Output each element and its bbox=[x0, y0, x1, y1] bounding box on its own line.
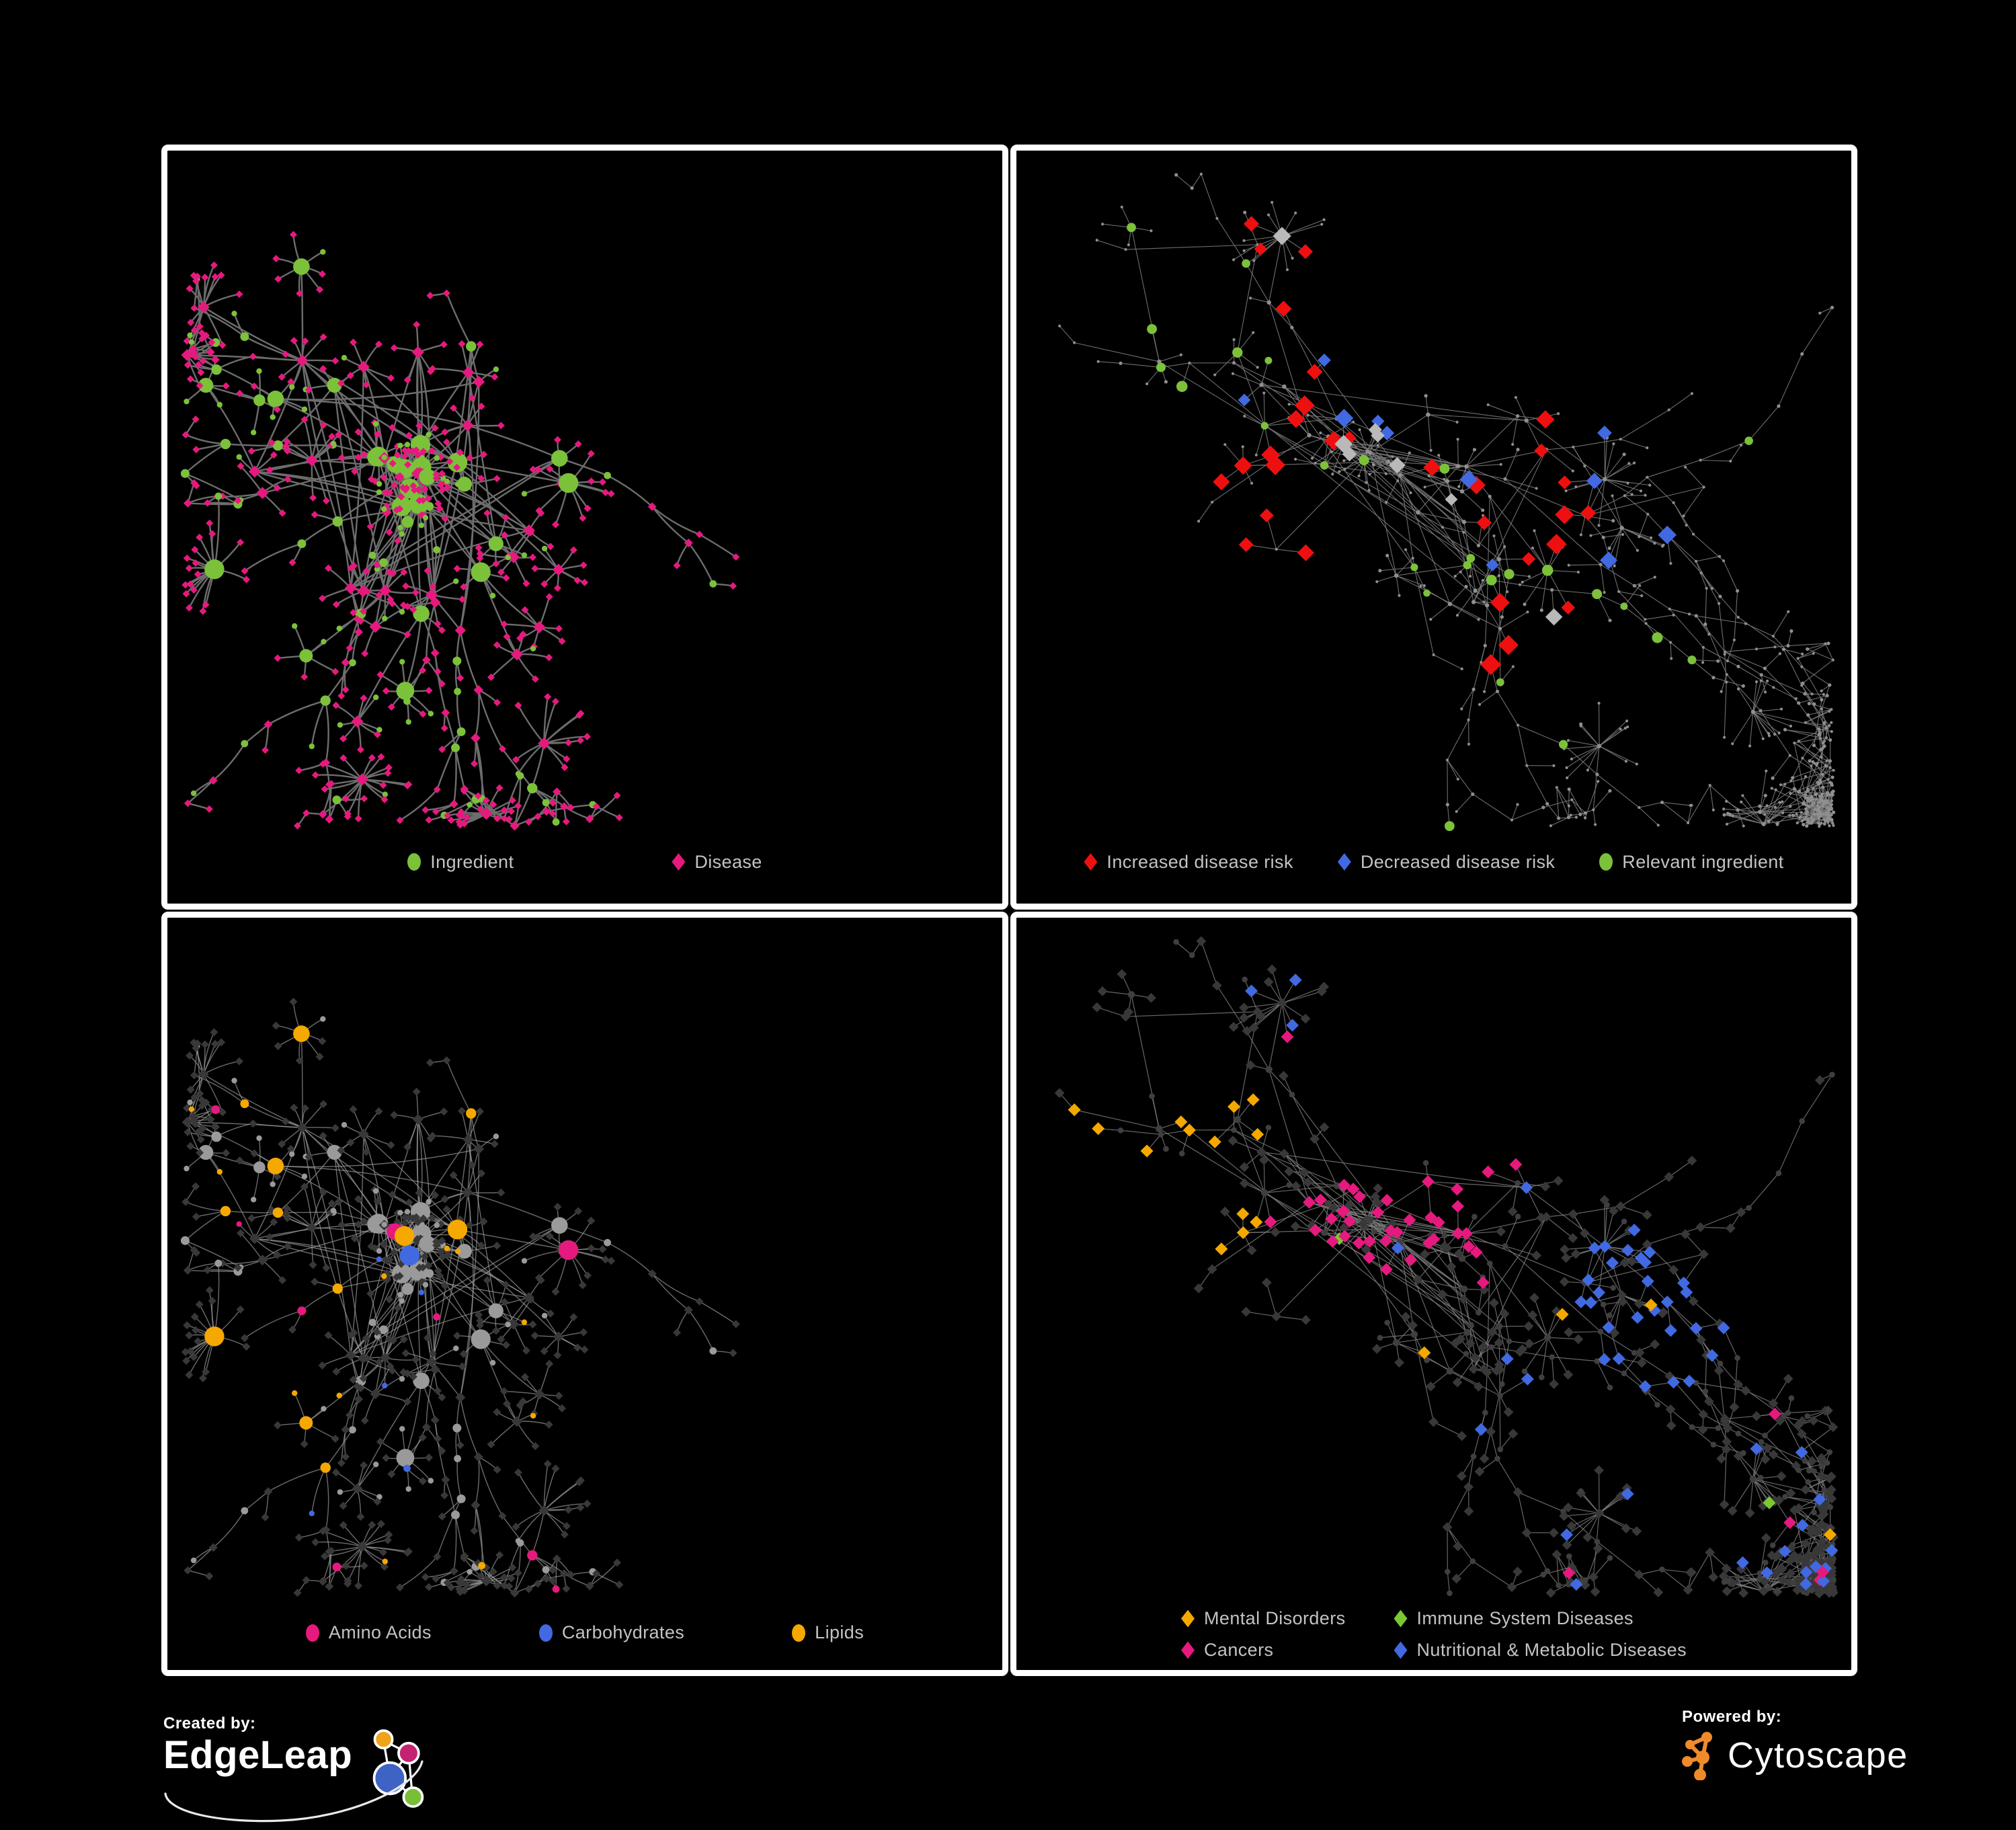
panel-disease-classes: Mental Disorders Immune System Diseases Ca… bbox=[1010, 911, 1857, 1676]
cytoscape-brand-text: Cytoscape bbox=[1728, 1735, 1908, 1776]
cytoscape-logo-icon bbox=[1682, 1732, 1712, 1780]
created-by-label: Created by: bbox=[163, 1714, 256, 1733]
panel-nutrient-classes: Amino Acids Carbohydrates Lipids bbox=[161, 911, 1008, 1676]
powered-by-label: Powered by: bbox=[1682, 1708, 1782, 1726]
edgeleap-credit: Created by: EdgeLeap bbox=[163, 1714, 479, 1823]
panels-grid: Ingredient Disease Increased disease risk… bbox=[161, 145, 1857, 1676]
edgeleap-logo-icon bbox=[372, 1729, 424, 1808]
cytoscape-credit: Powered by: Cytoscape bbox=[1682, 1708, 1908, 1780]
nutrient-classes-network bbox=[180, 997, 740, 1597]
ingredient-disease-network bbox=[180, 231, 740, 831]
panel-ingredient-disease: Ingredient Disease bbox=[161, 145, 1008, 910]
disease-classes-network bbox=[1054, 936, 1839, 1599]
edgeleap-brand-text: EdgeLeap bbox=[163, 1733, 353, 1777]
disease-risk-network bbox=[1058, 172, 1836, 832]
panel-disease-risk: Increased disease risk Decreased disease … bbox=[1010, 145, 1857, 910]
